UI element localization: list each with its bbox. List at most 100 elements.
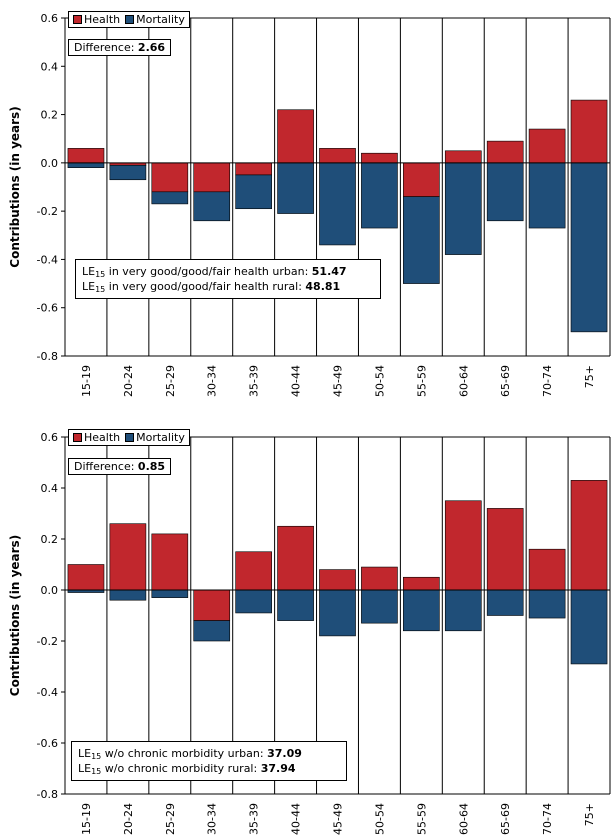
y-tick-label: -0.2 bbox=[37, 205, 58, 218]
difference-label: Difference: bbox=[74, 41, 135, 54]
difference-box: Difference: 2.66 bbox=[68, 39, 172, 56]
difference-value: 2.66 bbox=[137, 41, 166, 54]
y-tick-label: 0.2 bbox=[41, 109, 59, 122]
y-tick-label: 0.0 bbox=[41, 157, 59, 170]
bar-mortality bbox=[151, 191, 189, 205]
y-tick-label: 0.2 bbox=[41, 533, 59, 546]
annotation-prefix: LE bbox=[78, 762, 92, 775]
annotation-text: w/o chronic morbidity rural: bbox=[101, 762, 261, 775]
x-tick-label: 50-54 bbox=[373, 365, 386, 397]
annotation-prefix: LE bbox=[82, 280, 96, 293]
bar-health bbox=[403, 162, 440, 197]
x-tick-label: 65-69 bbox=[499, 365, 512, 397]
legend-label-mortality: Mortality bbox=[136, 431, 185, 444]
legend-label-mortality: Mortality bbox=[136, 13, 185, 26]
legend: Health Mortality bbox=[68, 429, 190, 446]
annotation-prefix: LE bbox=[82, 265, 96, 278]
bar-mortality bbox=[235, 589, 272, 614]
y-tick-label: -0.6 bbox=[37, 737, 58, 750]
x-tick-label: 60-64 bbox=[457, 365, 470, 397]
annotation-value: 48.81 bbox=[305, 280, 341, 293]
bar-health bbox=[528, 548, 566, 591]
bar-mortality bbox=[109, 589, 147, 601]
y-tick-label: 0.4 bbox=[41, 60, 59, 73]
bar-health bbox=[444, 150, 482, 164]
bar-health bbox=[109, 523, 147, 591]
chart-svg-bottom: Contributions (in years) 0.6 0.4 0.2 0.0 -0.2… bbox=[8, 431, 611, 835]
annotation-prefix: LE bbox=[78, 747, 92, 760]
legend-item-mortality: Mortality bbox=[125, 13, 185, 26]
x-tick-label: 30-34 bbox=[206, 365, 219, 397]
bar-health bbox=[235, 162, 272, 176]
bar-mortality bbox=[193, 620, 231, 642]
bar-health bbox=[67, 148, 105, 164]
bar-mortality bbox=[277, 589, 314, 621]
bar-mortality bbox=[570, 162, 608, 333]
legend: Health Mortality bbox=[68, 11, 190, 28]
x-tick-label: 70-74 bbox=[541, 803, 554, 835]
x-tick-label: 50-54 bbox=[373, 803, 386, 835]
x-tick-label: 25-29 bbox=[164, 365, 177, 397]
bar-mortality bbox=[109, 164, 147, 181]
bar-mortality bbox=[528, 162, 566, 229]
bar-health bbox=[361, 566, 398, 591]
legend-swatch-health bbox=[73, 15, 82, 24]
annotation-box: LE15 in very good/good/fair health urban… bbox=[75, 259, 381, 299]
annotation-line-rural: LE15 w/o chronic morbidity rural: 37.94 bbox=[78, 761, 340, 776]
bar-mortality bbox=[403, 589, 440, 632]
bar-health bbox=[277, 109, 314, 164]
bar-mortality bbox=[319, 162, 356, 246]
bar-health bbox=[403, 576, 440, 591]
x-tick-label: 60-64 bbox=[457, 803, 470, 835]
bar-health bbox=[193, 589, 231, 621]
chart-panel-top: Contributions (in years) 0.6 0.4 0.2 0.0 -0.2… bbox=[8, 11, 611, 397]
bar-health bbox=[235, 551, 272, 591]
legend-swatch-mortality bbox=[125, 433, 135, 442]
y-axis-label: Contributions (in years) bbox=[8, 106, 22, 267]
chart-panel-bottom: Contributions (in years) 0.6 0.4 0.2 0.0 -0.2… bbox=[0, 418, 614, 835]
bar-mortality bbox=[486, 589, 524, 616]
bar-health bbox=[319, 148, 356, 164]
bar-health bbox=[319, 569, 356, 591]
legend-item-health: Health bbox=[73, 431, 120, 444]
y-tick-label: -0.6 bbox=[37, 302, 58, 315]
bar-mortality bbox=[403, 196, 440, 284]
bar-mortality bbox=[486, 162, 524, 222]
bar-health bbox=[444, 500, 482, 591]
annotation-subscript: 15 bbox=[91, 767, 102, 776]
annotation-text: in very good/good/fair health rural: bbox=[105, 280, 306, 293]
bar-mortality bbox=[235, 174, 272, 210]
x-tick-label: 15-19 bbox=[80, 803, 93, 835]
x-tick-label: 20-24 bbox=[122, 803, 135, 835]
y-tick-label: -0.8 bbox=[37, 788, 58, 801]
difference-value: 0.85 bbox=[137, 460, 166, 473]
bar-mortality bbox=[444, 162, 482, 255]
x-tick-label: 55-59 bbox=[415, 365, 428, 397]
legend-label-health: Health bbox=[84, 13, 121, 26]
y-tick-label: -0.4 bbox=[37, 253, 58, 266]
x-tick-label: 45-49 bbox=[332, 803, 345, 835]
legend-item-health: Health bbox=[73, 13, 120, 26]
bar-mortality bbox=[444, 589, 482, 632]
bar-mortality bbox=[151, 589, 189, 598]
x-tick-label: 40-44 bbox=[290, 803, 303, 835]
y-tick-label: -0.8 bbox=[37, 350, 58, 363]
x-tick-label: 40-44 bbox=[290, 365, 303, 397]
bar-health bbox=[486, 508, 524, 591]
x-tick-label: 70-74 bbox=[541, 365, 554, 397]
x-tick-label: 55-59 bbox=[415, 803, 428, 835]
x-tick-label: 35-39 bbox=[248, 365, 261, 397]
bar-health bbox=[67, 564, 105, 591]
x-tick-label: 30-34 bbox=[206, 803, 219, 835]
bar-health bbox=[570, 480, 608, 591]
bar-health bbox=[486, 140, 524, 164]
annotation-box: LE15 w/o chronic morbidity urban: 37.09 … bbox=[71, 741, 347, 781]
legend-item-mortality: Mortality bbox=[125, 431, 185, 444]
bar-health bbox=[570, 99, 608, 164]
annotation-line-urban: LE15 w/o chronic morbidity urban: 37.09 bbox=[78, 746, 340, 761]
annotation-subscript: 15 bbox=[91, 752, 102, 761]
bar-health bbox=[193, 162, 231, 193]
legend-swatch-health bbox=[73, 433, 82, 442]
annotation-line-urban: LE15 in very good/good/fair health urban… bbox=[82, 264, 374, 279]
bar-health bbox=[528, 128, 566, 164]
